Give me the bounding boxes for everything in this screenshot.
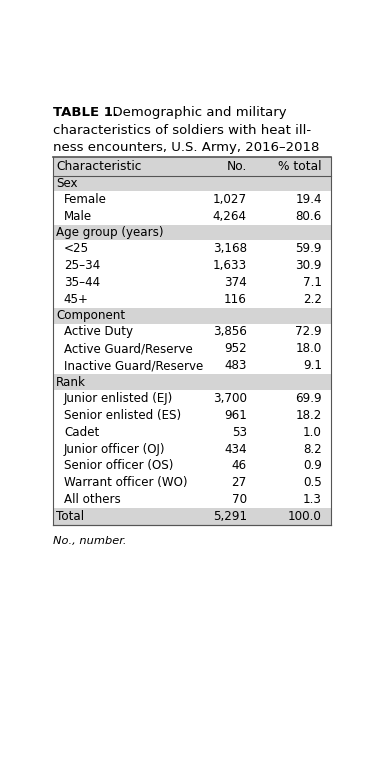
Text: 952: 952	[224, 343, 247, 356]
Text: 35–44: 35–44	[64, 276, 100, 290]
Text: No.: No.	[226, 160, 247, 173]
Text: Rank: Rank	[56, 375, 86, 389]
Bar	[53, 509, 331, 525]
Text: <25: <25	[64, 243, 89, 255]
Text: 69.9: 69.9	[296, 392, 322, 405]
Text: 3,700: 3,700	[213, 392, 247, 405]
Bar	[53, 440, 331, 458]
Bar	[53, 390, 331, 406]
Bar	[53, 340, 331, 357]
Text: 9.1: 9.1	[303, 359, 322, 372]
Bar	[53, 257, 331, 274]
Text: Sex: Sex	[56, 177, 78, 190]
Text: 59.9: 59.9	[296, 243, 322, 255]
Text: 434: 434	[224, 443, 247, 456]
Text: Demographic and military
characteristics of soldiers with heat ill-
ness encount: Demographic and military characteristics…	[53, 106, 320, 155]
Bar	[53, 374, 331, 390]
Bar	[53, 475, 331, 491]
Text: 0.5: 0.5	[303, 476, 322, 490]
Bar	[53, 324, 331, 340]
Text: All others: All others	[64, 493, 121, 506]
Bar	[53, 176, 331, 191]
Text: 80.6: 80.6	[296, 210, 322, 223]
Text: 45+: 45+	[64, 293, 89, 306]
Text: 116: 116	[224, 293, 247, 306]
Text: 70: 70	[232, 493, 247, 506]
Bar	[53, 424, 331, 440]
Text: Senior enlisted (ES): Senior enlisted (ES)	[64, 409, 181, 421]
Text: Inactive Guard/Reserve: Inactive Guard/Reserve	[64, 359, 203, 372]
Text: Junior officer (OJ): Junior officer (OJ)	[64, 443, 165, 456]
Text: 1.3: 1.3	[303, 493, 322, 506]
Text: 483: 483	[224, 359, 247, 372]
Text: 374: 374	[224, 276, 247, 290]
Text: Warrant officer (WO): Warrant officer (WO)	[64, 476, 188, 490]
Text: Component: Component	[56, 309, 125, 322]
Text: Female: Female	[64, 193, 107, 206]
Text: 3,856: 3,856	[213, 325, 247, 339]
Bar	[53, 225, 331, 240]
Bar	[53, 240, 331, 257]
Bar	[53, 291, 331, 308]
Text: No., number.: No., number.	[53, 536, 127, 546]
Text: Junior enlisted (EJ): Junior enlisted (EJ)	[64, 392, 173, 405]
Bar	[53, 406, 331, 424]
Text: 27: 27	[232, 476, 247, 490]
Bar	[53, 357, 331, 374]
Text: 46: 46	[232, 459, 247, 472]
Text: % total: % total	[279, 160, 322, 173]
Text: 30.9: 30.9	[296, 259, 322, 272]
Text: 961: 961	[224, 409, 247, 421]
Text: 72.9: 72.9	[296, 325, 322, 339]
Text: Characteristic: Characteristic	[56, 160, 142, 173]
Text: 2.2: 2.2	[303, 293, 322, 306]
Text: Total: Total	[56, 510, 84, 523]
Text: 5,291: 5,291	[213, 510, 247, 523]
Text: Senior officer (OS): Senior officer (OS)	[64, 459, 173, 472]
Text: Age group (years): Age group (years)	[56, 226, 164, 239]
Text: 1.0: 1.0	[303, 425, 322, 439]
Text: 8.2: 8.2	[303, 443, 322, 456]
Text: 53: 53	[232, 425, 247, 439]
Bar	[53, 274, 331, 291]
Text: Active Duty: Active Duty	[64, 325, 133, 339]
Text: TABLE 1.: TABLE 1.	[53, 106, 118, 119]
Text: Male: Male	[64, 210, 92, 223]
Text: Active Guard/Reserve: Active Guard/Reserve	[64, 343, 193, 356]
Bar	[53, 491, 331, 509]
Text: 18.0: 18.0	[296, 343, 322, 356]
Bar	[53, 458, 331, 475]
Text: 1,027: 1,027	[213, 193, 247, 206]
Text: 0.9: 0.9	[303, 459, 322, 472]
Bar	[53, 157, 331, 176]
Text: 7.1: 7.1	[303, 276, 322, 290]
Bar	[53, 191, 331, 208]
Text: 100.0: 100.0	[288, 510, 322, 523]
Bar	[53, 308, 331, 324]
Text: 18.2: 18.2	[296, 409, 322, 421]
Text: 4,264: 4,264	[213, 210, 247, 223]
Bar	[53, 208, 331, 225]
Text: Cadet: Cadet	[64, 425, 99, 439]
Text: 25–34: 25–34	[64, 259, 100, 272]
Text: 1,633: 1,633	[213, 259, 247, 272]
Text: 19.4: 19.4	[296, 193, 322, 206]
Text: 3,168: 3,168	[213, 243, 247, 255]
